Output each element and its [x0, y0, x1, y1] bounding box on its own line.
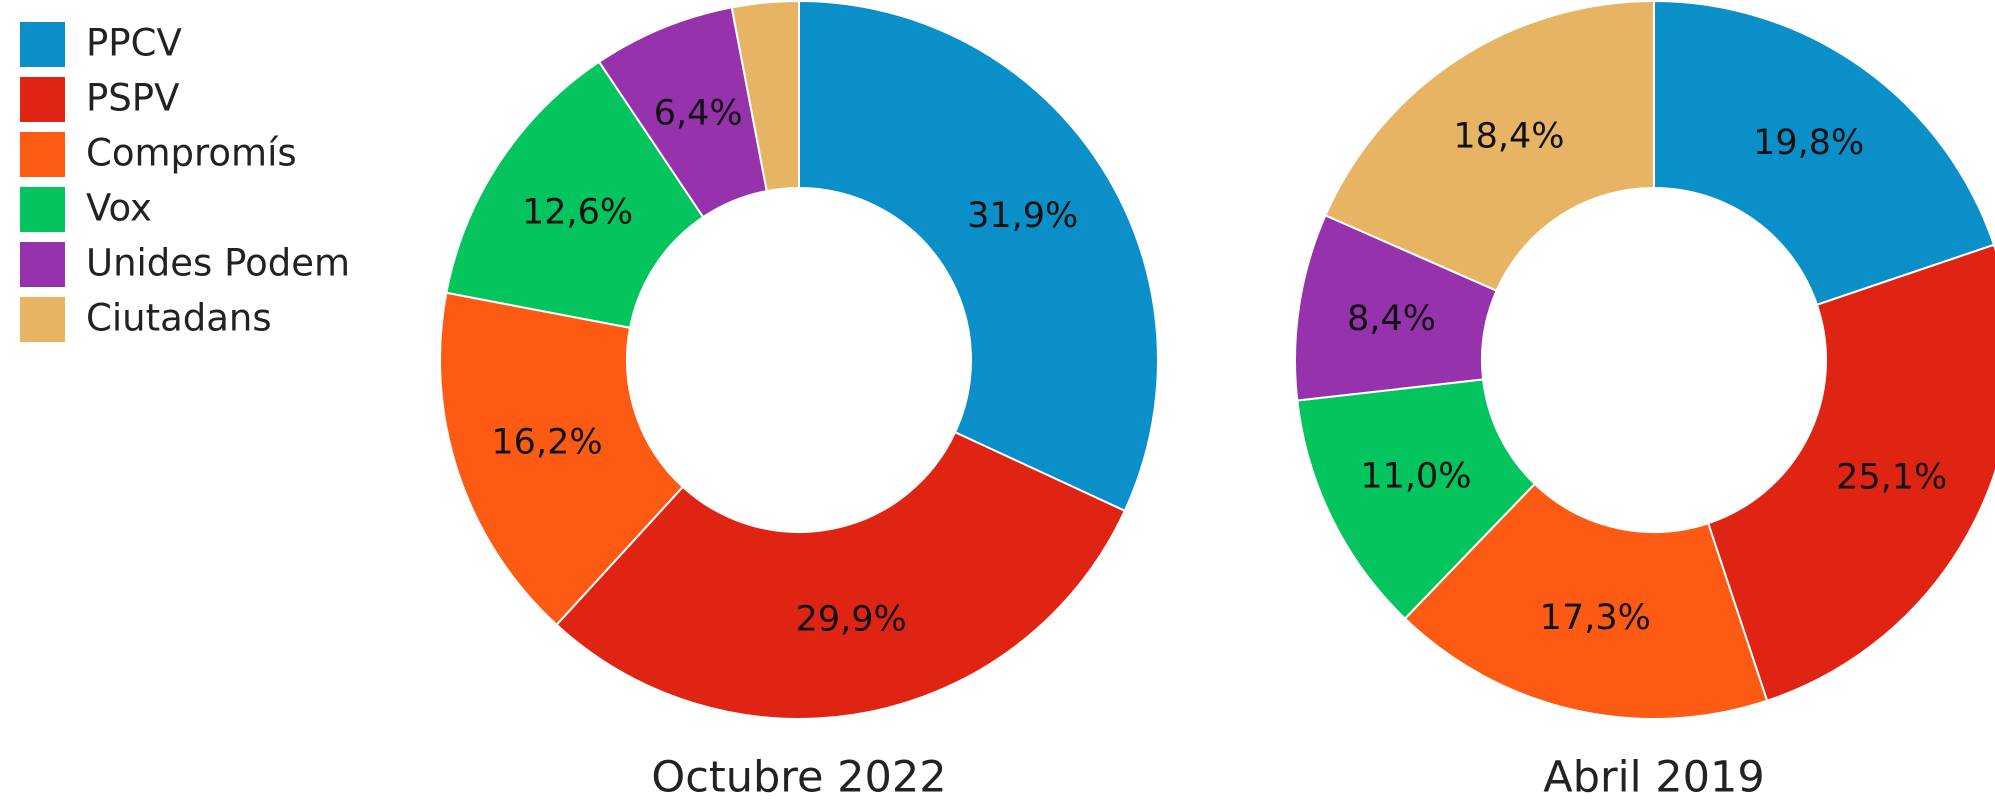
- value-label: 17,3%: [1540, 598, 1651, 638]
- value-label: 11,0%: [1360, 457, 1471, 497]
- value-label: 19,8%: [1753, 123, 1864, 163]
- chart-title: Abril 2019: [1543, 753, 1764, 801]
- legend-swatch: [20, 132, 65, 177]
- legend-label: Unides Podem: [86, 242, 350, 285]
- donut-slice: [1653, 0, 1995, 307]
- donut-slice: [1706, 243, 1995, 702]
- donut-slice: [1324, 0, 1655, 293]
- value-label: 25,1%: [1836, 457, 1947, 497]
- legend-swatch: [20, 77, 65, 122]
- legend-swatch: [20, 297, 65, 342]
- legend-swatch: [20, 187, 65, 232]
- chart-title: Octubre 2022: [651, 753, 946, 801]
- legend-swatch: [20, 242, 65, 287]
- value-label: 8,4%: [1347, 299, 1436, 339]
- value-label: 12,6%: [522, 193, 633, 233]
- legend-label: PSPV: [86, 77, 179, 120]
- value-label: 16,2%: [491, 423, 602, 463]
- donut-slice: [798, 0, 1160, 513]
- legend-label: Ciutadans: [86, 297, 272, 340]
- legend-label: PPCV: [86, 22, 182, 65]
- value-label: 18,4%: [1453, 117, 1564, 157]
- donut-slice: [555, 430, 1127, 721]
- value-label: 6,4%: [654, 93, 743, 133]
- value-label: 29,9%: [796, 599, 907, 639]
- donut-slice: [439, 291, 685, 627]
- donut-slice: [445, 60, 705, 329]
- legend-label: Vox: [86, 187, 152, 230]
- value-label: 31,9%: [967, 196, 1078, 236]
- legend-label: Compromís: [86, 132, 297, 175]
- donut-slice: [1296, 378, 1537, 621]
- donut-slice: [1403, 482, 1769, 720]
- donut-slice: [730, 0, 800, 193]
- legend-swatch: [20, 22, 65, 67]
